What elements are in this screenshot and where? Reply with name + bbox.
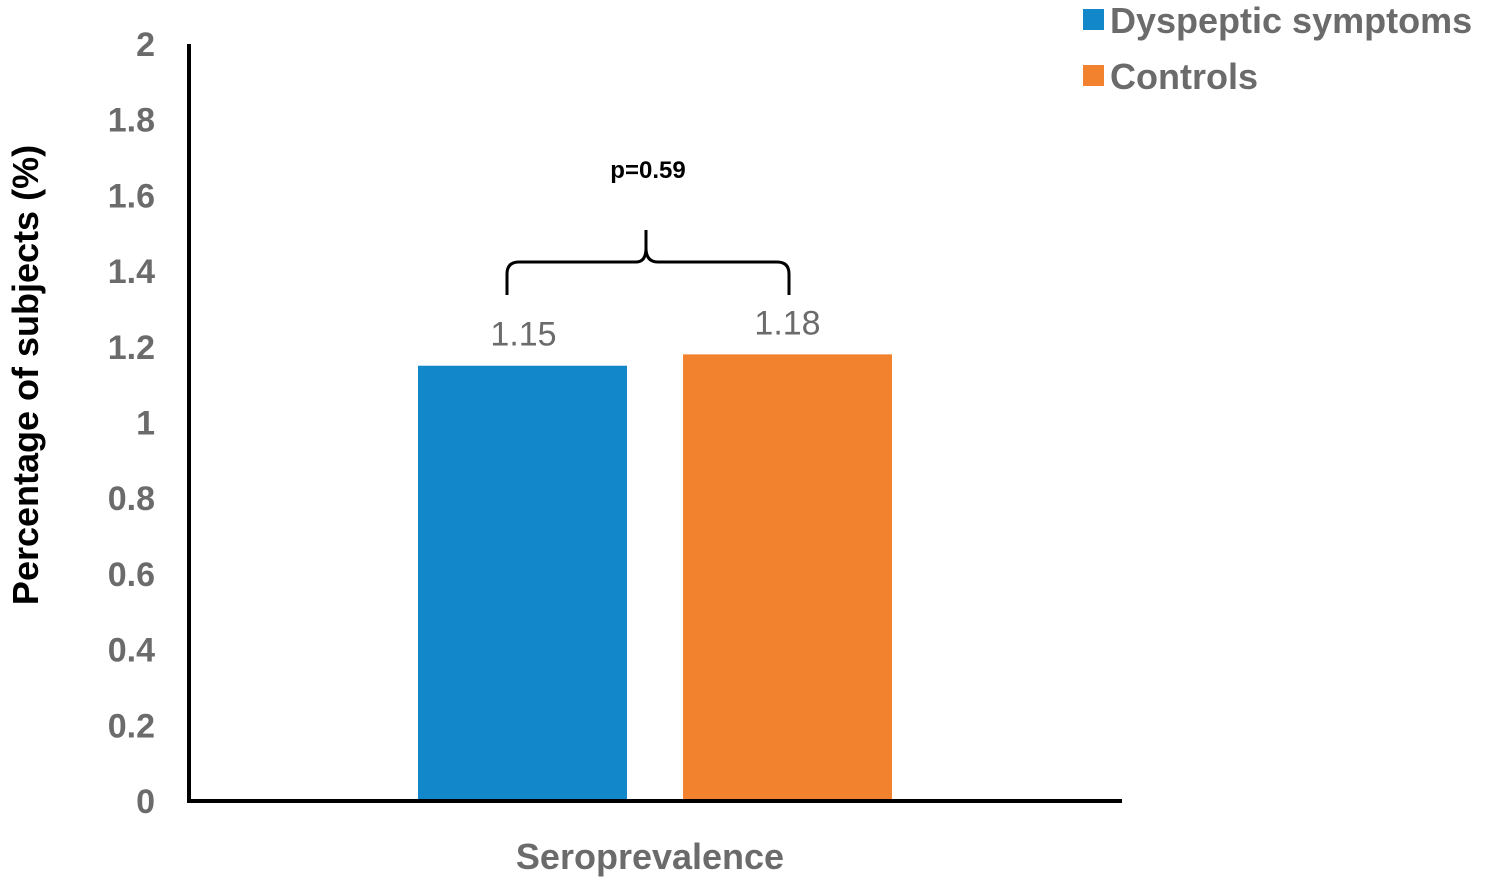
data-labels-group: 1.15 1.18 (490, 304, 820, 353)
bar (683, 354, 892, 799)
x-category-label: Seroprevalence (516, 836, 784, 877)
bars-group (418, 354, 892, 799)
y-axis-ticks: 0 0.2 0.4 0.6 0.8 1 1.2 1.4 1.6 1.8 2 (108, 26, 155, 821)
y-tick-label: 0.8 (108, 480, 155, 518)
legend-label: Controls (1110, 56, 1258, 97)
y-tick-label: 1 (136, 405, 155, 443)
significance-bracket (505, 230, 791, 295)
y-tick-label: 1.2 (108, 329, 155, 367)
y-axis-label: Percentage of subjects (%) (5, 145, 46, 605)
y-tick-label: 2 (136, 26, 155, 64)
legend-label: Dyspeptic symptoms (1110, 0, 1472, 41)
legend: Dyspeptic symptoms Controls (1083, 0, 1472, 97)
y-tick-label: 0.6 (108, 556, 155, 594)
y-tick-label: 1.4 (108, 253, 155, 291)
legend-swatch (1083, 9, 1104, 30)
p-value-annotation: p=0.59 (610, 157, 685, 184)
legend-swatch (1083, 65, 1104, 86)
y-tick-label: 0.2 (108, 707, 155, 745)
y-tick-label: 1.8 (108, 102, 155, 140)
bar-value-label: 1.18 (754, 304, 820, 342)
y-tick-label: 0 (136, 783, 155, 821)
bar-value-label: 1.15 (490, 316, 556, 354)
bar (418, 365, 627, 799)
y-tick-label: 1.6 (108, 177, 155, 215)
y-tick-label: 0.4 (108, 632, 155, 670)
